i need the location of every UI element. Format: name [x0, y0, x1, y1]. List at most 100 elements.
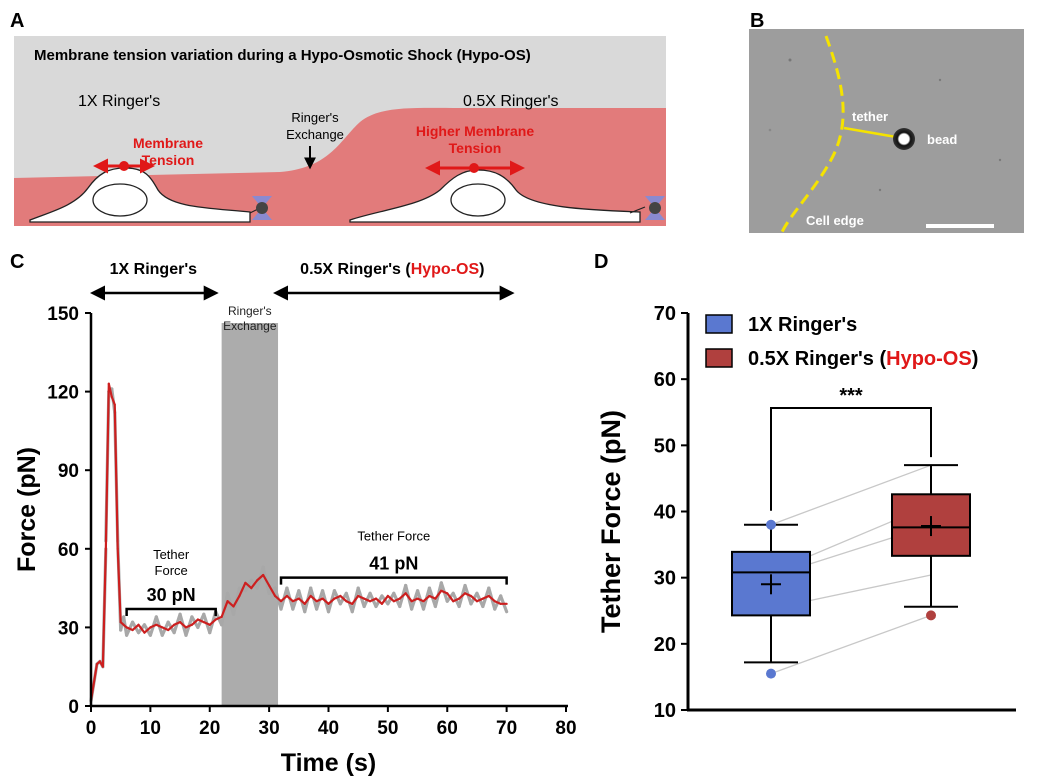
panel-b: B tether bead Cell edge: [749, 10, 1024, 233]
smoothed-trace-segment: [303, 594, 312, 605]
x-tick-label: 30: [259, 718, 280, 739]
cell-edge-line: [780, 35, 845, 233]
d-y-tick-label: 50: [654, 435, 676, 457]
outlier-point: [766, 519, 776, 530]
right-tension-label-line2: Tension: [449, 140, 502, 156]
legend-label-hypo: 0.5X Ringer's (Hypo-OS): [748, 348, 978, 370]
smoothed-trace-segment: [446, 592, 455, 603]
bead-label: bead: [927, 132, 957, 147]
paired-line: [770, 614, 932, 675]
tether-force-bracket: [125, 607, 217, 617]
panel-c: C Ringer's Exchange 1X Ringer's 0.5X Rin…: [10, 251, 577, 777]
raw-trace-group: [89, 387, 509, 703]
smoothed-trace-segment: [143, 626, 152, 634]
speckle: [998, 158, 1002, 162]
smoothed-trace-segment: [321, 597, 330, 605]
exchange-label-line1: Ringer's: [291, 110, 339, 125]
smoothed-trace-segment: [487, 594, 496, 603]
x-tick-label: 60: [437, 718, 458, 739]
smoothed-trace-segment: [339, 594, 348, 603]
phase-label-hypo-highlight: Hypo-OS: [411, 261, 480, 278]
panel-a-title: Membrane tension variation during a Hypo…: [34, 47, 531, 64]
d-y-tick-label: 30: [654, 568, 676, 590]
x-axis-label: Time (s): [281, 749, 376, 777]
smoothed-trace-segment: [101, 547, 107, 668]
exchange-shading: [221, 323, 279, 706]
smoothed-trace-segment: [458, 592, 467, 600]
ticks-c: 0 10 20 30 40 50 60 70 80 0 30 60 90 120 150: [47, 304, 576, 739]
phase-label-hypo-prefix: 0.5X Ringer's (: [300, 261, 411, 278]
smoothed-trace-segment: [262, 573, 271, 587]
smoothed-trace-segment: [422, 594, 431, 603]
paired-line: [770, 464, 932, 526]
smoothed-trace-segment: [285, 594, 294, 603]
axes-d: 10 20 30 40 50 60 70: [654, 303, 1016, 722]
smoothed-trace-segment: [226, 600, 235, 608]
tether-force-bracket: [279, 576, 508, 585]
d-y-tick-label: 40: [654, 502, 676, 524]
smoothed-trace-segment: [131, 623, 140, 632]
smoothed-trace-segment: [104, 382, 110, 550]
smoothed-trace-segment: [110, 395, 116, 406]
exchange-text-line2: Exchange: [223, 319, 277, 333]
smoothed-trace-segment: [250, 579, 259, 590]
speckle: [878, 188, 882, 192]
left-tension-label-line1: Membrane: [133, 135, 203, 151]
x-tick-label: 20: [199, 718, 220, 739]
smoothed-trace-segment: [113, 403, 119, 550]
legend-swatch-1x: [705, 314, 733, 334]
phase-label-hypo-suffix: ): [479, 261, 484, 278]
y-axis-label: Force (pN): [13, 447, 41, 572]
tether-force-caption: Tether Force: [357, 529, 430, 544]
smoothed-trace-segment: [116, 547, 122, 624]
speckle: [938, 78, 942, 82]
y-tick-label: 90: [58, 461, 79, 482]
smoothed-trace-segment: [256, 573, 265, 582]
smoothed-trace-segment: [309, 594, 318, 603]
right-bead: [649, 202, 661, 214]
speckle: [768, 128, 772, 132]
legend-label-hypo-prefix: 0.5X Ringer's (: [748, 348, 886, 370]
cell-edge-label: Cell edge: [806, 213, 864, 228]
smoothed-trace-segment: [220, 600, 229, 619]
smoothed-trace-segment: [398, 592, 407, 600]
tether-line: [843, 126, 903, 140]
y-tick-label: 150: [47, 304, 79, 325]
smoothed-trace-segment: [386, 594, 395, 603]
smoothed-trace-segment: [238, 581, 247, 598]
right-condition-label: 0.5X Ringer's: [463, 93, 559, 110]
exchange-text-line1: Ringer's: [228, 304, 272, 318]
smoothed-trace-segment: [178, 621, 188, 629]
boxes-group: [731, 464, 971, 679]
right-tension-label-line1: Higher Membrane: [416, 123, 534, 139]
smoothed-trace-segment: [434, 589, 443, 600]
x-tick-label: 50: [377, 718, 398, 739]
right-nucleus: [450, 183, 506, 217]
y-tick-label: 30: [58, 618, 79, 639]
legend-label-hypo-suffix: ): [972, 348, 979, 370]
tether-label: tether: [852, 109, 888, 124]
d-y-tick-label: 10: [654, 700, 676, 722]
phase-label-1x: 1X Ringer's: [110, 261, 197, 278]
d-y-tick-label: 60: [654, 369, 676, 391]
smoothed-trace-segment: [380, 594, 389, 605]
right-tether: [629, 206, 646, 214]
micrograph: [749, 29, 1024, 233]
d-y-axis-label: Tether Force (pN): [596, 410, 626, 633]
smoothed-trace-segment: [469, 594, 479, 603]
legend-swatch-hypo: [705, 348, 733, 368]
tether-force-value: 30 pN: [147, 585, 196, 605]
panel-a: A Membrane tension variation during a Hy…: [10, 10, 666, 226]
smoothed-trace-segment: [404, 592, 413, 603]
x-tick-label: 70: [496, 718, 517, 739]
left-tension-dot: [119, 161, 129, 171]
smoothed-trace-segment: [190, 618, 199, 626]
smoothed-trace-segment: [244, 581, 253, 590]
tether-force-caption-line1: Tether: [153, 547, 190, 562]
y-tick-label: 0: [68, 697, 79, 718]
panel-d-letter: D: [594, 251, 608, 273]
x-tick-label: 40: [318, 718, 339, 739]
outlier-point: [926, 610, 936, 621]
right-tension-dot: [469, 163, 479, 173]
